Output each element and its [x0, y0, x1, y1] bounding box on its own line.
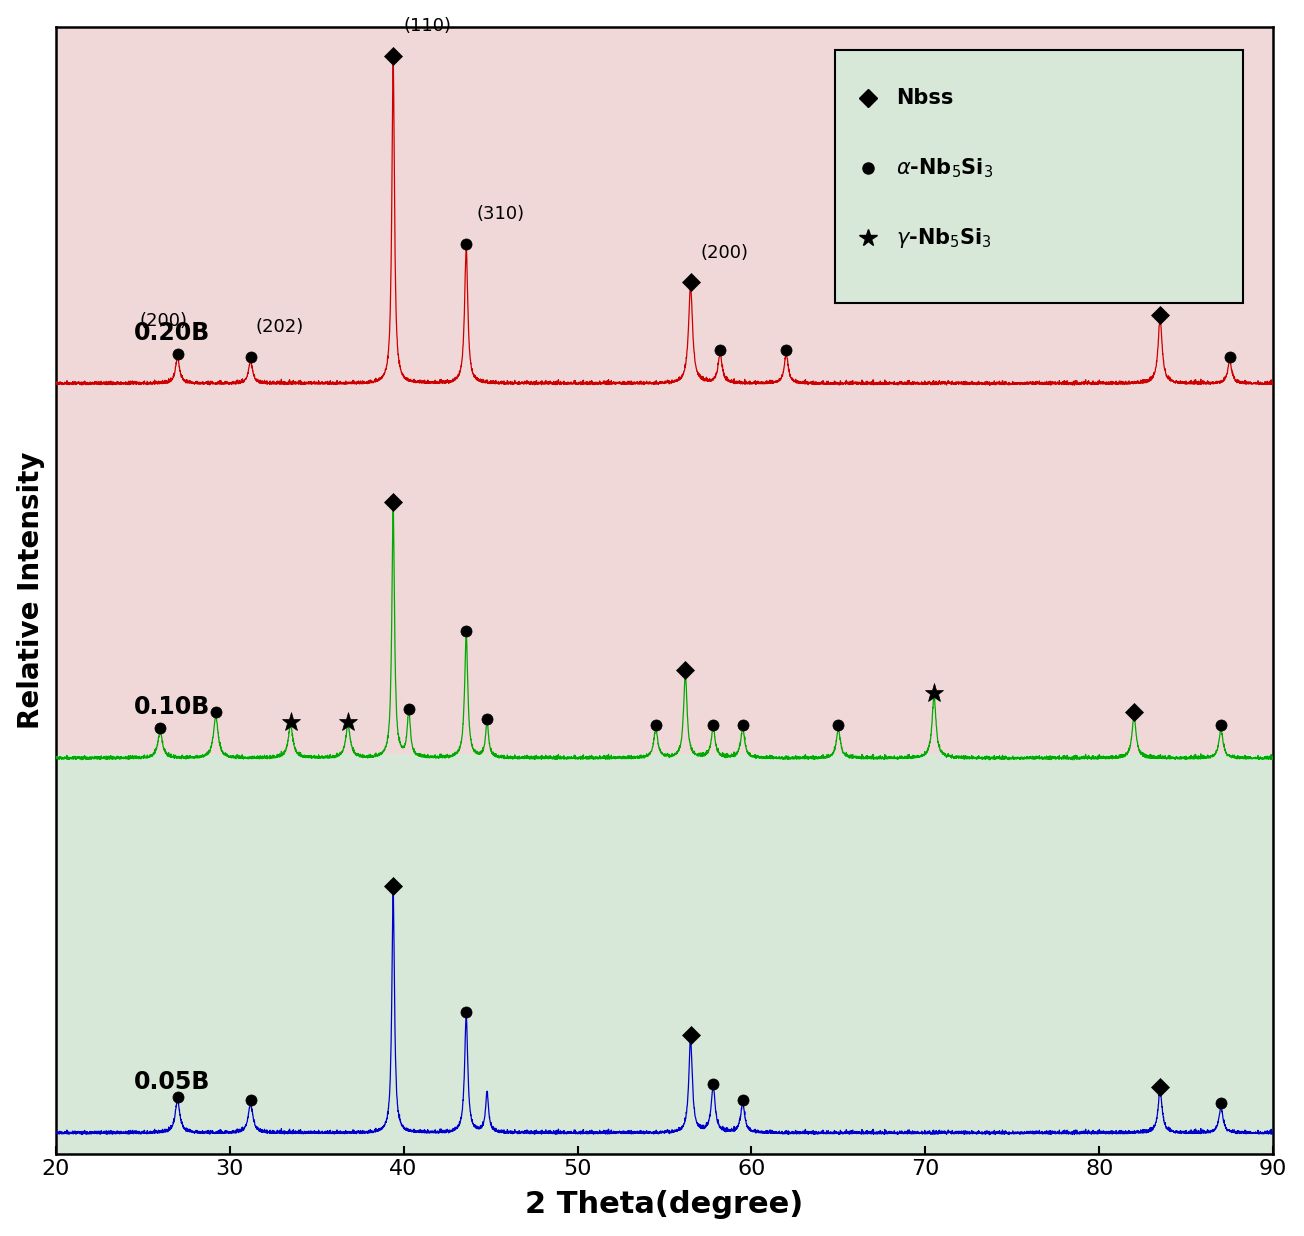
Text: 0.10B: 0.10B	[134, 696, 210, 719]
FancyBboxPatch shape	[835, 49, 1243, 303]
Text: (220): (220)	[1116, 277, 1164, 294]
Text: (200): (200)	[702, 243, 748, 262]
Text: $\gamma$-Nb$_5$Si$_3$: $\gamma$-Nb$_5$Si$_3$	[896, 226, 992, 250]
Text: (110): (110)	[404, 17, 451, 36]
Text: 0.20B: 0.20B	[134, 321, 210, 345]
Text: (200): (200)	[140, 311, 188, 330]
Text: Nbss: Nbss	[896, 88, 953, 108]
Bar	[56, 0, 1273, 754]
Text: 0.05B: 0.05B	[134, 1070, 210, 1094]
Y-axis label: Relative Intensity: Relative Intensity	[17, 452, 44, 729]
Text: (202): (202)	[256, 319, 304, 336]
Text: $\alpha$-Nb$_5$Si$_3$: $\alpha$-Nb$_5$Si$_3$	[896, 156, 994, 179]
X-axis label: 2 Theta(degree): 2 Theta(degree)	[526, 1190, 803, 1220]
Text: (310): (310)	[477, 205, 524, 224]
